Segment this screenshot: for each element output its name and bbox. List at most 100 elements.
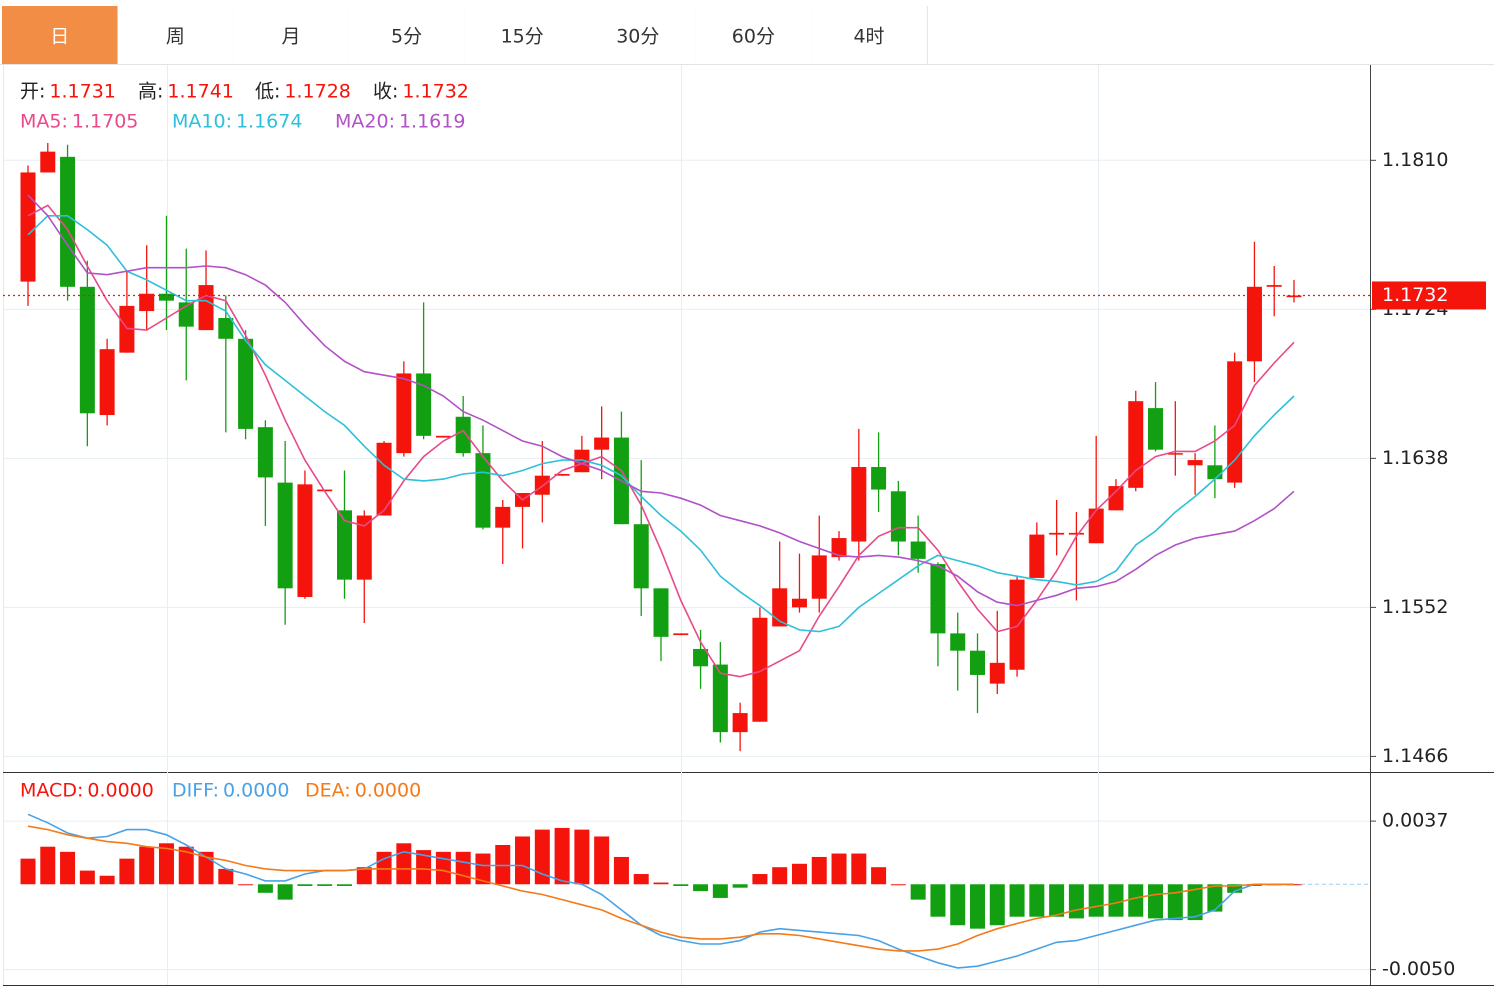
candle-body xyxy=(910,541,926,559)
macd-bar xyxy=(930,884,946,917)
legend-label: MA5: xyxy=(20,111,68,133)
legend-value: 1.1619 xyxy=(399,111,465,133)
candle-body xyxy=(238,338,254,429)
tab[interactable]: 周 xyxy=(117,6,235,64)
candle-body xyxy=(396,373,412,454)
ma-line xyxy=(27,194,1295,607)
candle-body xyxy=(554,473,570,476)
macd-bar xyxy=(1167,884,1183,921)
candle-body xyxy=(970,650,985,675)
macd-bar xyxy=(772,867,788,885)
macd-bar xyxy=(416,850,432,885)
tab-label[interactable]: 5分 xyxy=(391,26,422,48)
tab-bg[interactable] xyxy=(117,6,234,64)
macd-bar xyxy=(574,829,590,885)
macd-bar xyxy=(1108,884,1124,917)
tab[interactable]: 5分 xyxy=(348,6,466,64)
tab-bg[interactable] xyxy=(2,6,118,64)
macd-bar xyxy=(1128,884,1144,917)
legend-value: 0.0000 xyxy=(223,780,289,802)
macd-bar xyxy=(20,858,36,885)
candle-body xyxy=(871,467,887,490)
macd-bar xyxy=(890,884,906,886)
y-tick-label: 1.1552 xyxy=(1382,596,1448,618)
last-price-label: 1.1732 xyxy=(1382,284,1448,306)
legend-label: 高: xyxy=(138,81,163,103)
candle-body xyxy=(139,293,155,312)
candle-body xyxy=(732,713,748,733)
tab-bg[interactable] xyxy=(811,6,927,64)
macd-bar xyxy=(752,874,768,885)
candle-body xyxy=(455,416,471,454)
macd-bar xyxy=(317,884,333,886)
candle-body xyxy=(989,662,1005,684)
candle-body xyxy=(1009,579,1025,670)
legend-label: DIFF: xyxy=(172,780,219,802)
macd-bar xyxy=(1068,884,1084,919)
macd-bar xyxy=(455,851,471,885)
tab-bg[interactable] xyxy=(348,6,465,64)
macd-bar xyxy=(495,845,511,885)
candle-body xyxy=(1207,465,1223,480)
tab-label[interactable]: 15分 xyxy=(501,26,544,48)
ma-line xyxy=(27,204,1295,678)
ma-line xyxy=(27,215,1295,633)
macd-bar xyxy=(277,884,293,900)
macd-bar xyxy=(1207,884,1223,912)
tab-label[interactable]: 周 xyxy=(166,26,185,48)
tab[interactable]: 15分 xyxy=(464,6,581,64)
macd-bar xyxy=(831,853,847,885)
candle-body xyxy=(633,524,649,589)
candle-body xyxy=(811,555,827,599)
y-tick-label: 1.1466 xyxy=(1382,745,1448,767)
candle-body xyxy=(1088,508,1104,544)
candle-body xyxy=(693,648,709,667)
legend-label: 收: xyxy=(373,81,398,103)
tab[interactable]: 日 xyxy=(2,6,119,64)
macd-bar xyxy=(297,884,313,886)
tab-bg[interactable] xyxy=(580,6,696,64)
macd-bar xyxy=(673,884,689,886)
macd-bar xyxy=(633,874,649,885)
macd-bar xyxy=(1187,884,1203,921)
y-tick-label: 1.1810 xyxy=(1382,149,1448,171)
tab-label[interactable]: 日 xyxy=(50,26,69,48)
tab[interactable]: 月 xyxy=(233,6,350,64)
macd-bar xyxy=(158,843,174,885)
tab[interactable]: 30分 xyxy=(580,6,697,64)
candle-body xyxy=(851,467,867,542)
tab-label[interactable]: 月 xyxy=(281,26,300,48)
tab[interactable]: 60分 xyxy=(695,6,813,64)
macd-bar xyxy=(119,858,135,885)
tab-bg[interactable] xyxy=(233,6,349,64)
macd-bar xyxy=(79,870,95,885)
candle-body xyxy=(712,664,728,733)
tab[interactable]: 4时 xyxy=(811,6,928,64)
tab-label[interactable]: 60分 xyxy=(732,26,775,48)
marks xyxy=(3,142,1370,969)
macd-bar xyxy=(989,884,1005,926)
y-tick-label: 1.1638 xyxy=(1382,447,1448,469)
tab-label[interactable]: 30分 xyxy=(616,26,659,48)
candle-body xyxy=(1167,453,1183,455)
tab-bg[interactable] xyxy=(695,6,812,64)
macd-bar xyxy=(238,884,254,886)
macd-bar xyxy=(257,884,273,893)
macd-bar xyxy=(1029,884,1045,917)
candle-body xyxy=(594,437,610,450)
tab-bg[interactable] xyxy=(464,6,580,64)
candle-body xyxy=(752,617,768,722)
candle-body xyxy=(198,285,214,331)
macd-bar xyxy=(139,846,155,885)
candle-body xyxy=(99,349,115,416)
tab-label[interactable]: 4时 xyxy=(853,26,884,48)
legend-value: 1.1728 xyxy=(284,81,350,103)
macd-line xyxy=(27,813,1294,969)
candle-body xyxy=(277,482,293,589)
macd-bar xyxy=(99,875,115,885)
legend-value: 0.0000 xyxy=(355,780,421,802)
candle-body xyxy=(1049,532,1065,535)
legend-label: DEA: xyxy=(305,780,351,802)
